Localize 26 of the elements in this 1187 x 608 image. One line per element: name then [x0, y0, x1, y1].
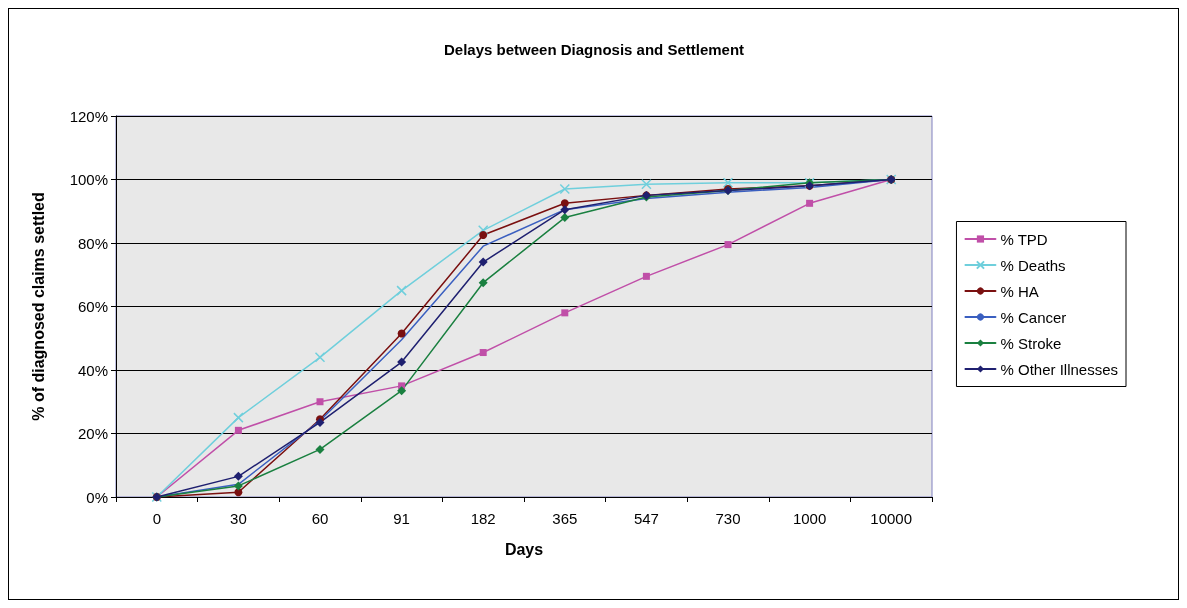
legend-label: % HA — [1000, 282, 1039, 300]
x-tick-label: 0 — [152, 510, 161, 527]
legend-label: % Stroke — [1000, 334, 1062, 352]
y-tick-label: 20% — [77, 425, 108, 442]
x-tick-label: 60 — [311, 510, 329, 527]
y-tick-label: 60% — [77, 298, 108, 315]
x-tick-label: 91 — [393, 510, 410, 527]
legend-label: % Cancer — [1000, 308, 1067, 326]
y-axis-title: % of diagnosed claims settled — [29, 192, 47, 421]
x-tick-label: 182 — [470, 510, 496, 527]
y-tick-label: 40% — [77, 361, 108, 379]
y-tick-label: 120% — [69, 107, 108, 125]
legend-label: % TPD — [1000, 230, 1048, 248]
x-tick-label: 30 — [230, 510, 247, 527]
x-tick-label: 730 — [715, 510, 741, 527]
y-tick-label: 100% — [69, 171, 108, 188]
x-tick-label: 547 — [633, 510, 659, 527]
legend-label: % Deaths — [1000, 256, 1066, 274]
x-tick-label: 1000 — [792, 510, 827, 527]
chart-title: Delays between Diagnosis and Settlement — [444, 41, 745, 58]
x-axis-title: Days — [504, 540, 544, 558]
y-tick-label: 80% — [77, 234, 108, 252]
x-tick-label: 10000 — [870, 510, 913, 527]
y-tick-label: 0% — [86, 488, 108, 506]
legend-label: % Other Illnesses — [1000, 360, 1118, 378]
x-tick-label: 365 — [552, 510, 578, 527]
